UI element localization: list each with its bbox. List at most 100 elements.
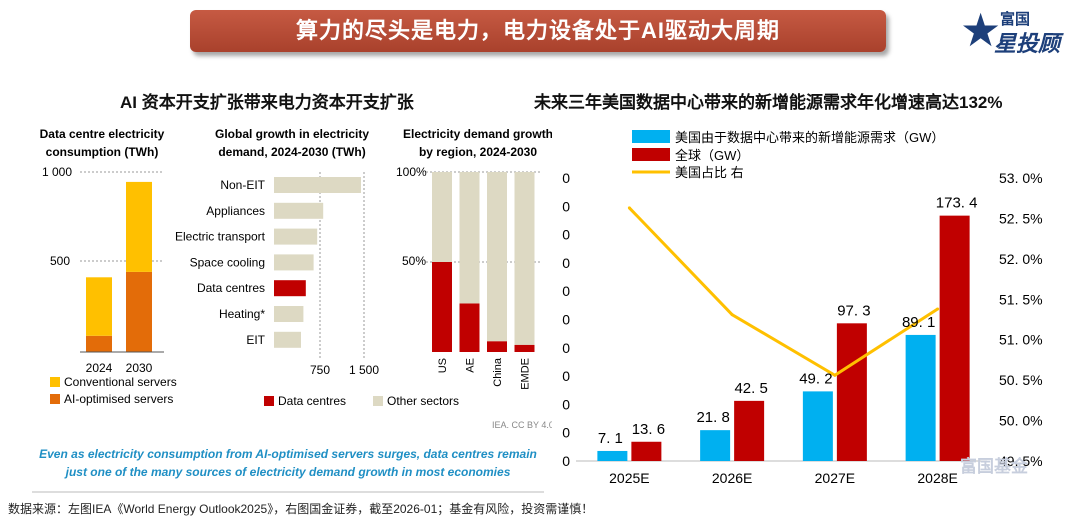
- y-axis-tick: 180: [562, 198, 570, 214]
- logo-line1: 富国: [1000, 11, 1031, 28]
- y2-axis-tick: 49. 5%: [999, 453, 1043, 469]
- c2-bar-non-eit: [274, 177, 361, 193]
- c1-ytick-mid: 500: [50, 254, 70, 268]
- c2-xtick-750: 750: [310, 363, 330, 377]
- bar-global-2026E: [734, 400, 765, 461]
- c1-bar-conventional-2030: [126, 181, 152, 272]
- c3-legend-other: Other sectors: [387, 394, 459, 408]
- c1-legend-swatch-ai: [50, 394, 60, 404]
- legend-share: 美国占比 右: [675, 165, 744, 180]
- us-datacenter-chart-svg: 美国由于数据中心带来的新增能源需求（GW） 全球（GW） 美国占比 右 0 20 4…: [547, 120, 1072, 493]
- y2-axis-tick: 51. 0%: [999, 332, 1043, 348]
- y-axis-tick: 120: [562, 283, 570, 299]
- c2-category-label: Non-EIT: [220, 178, 265, 192]
- bar-us-2026E: [700, 430, 731, 461]
- c1-title-line1: Data centre electricity: [40, 127, 165, 141]
- c1-xtick-2030: 2030: [126, 361, 153, 375]
- line-us-share-point-2025E: [627, 206, 631, 210]
- c1-bar-ai-2024: [86, 335, 112, 352]
- y-axis-tick: 80: [562, 340, 570, 356]
- c2-bar-space-cooling: [274, 254, 314, 271]
- iea-figure-svg: Data centre electricity consumption (TWh…: [32, 127, 556, 493]
- line-us-share-point-2026E: [730, 313, 734, 317]
- x-axis-tick: 2026E: [712, 470, 752, 486]
- source-footer: 数据来源：左图IEA《World Energy Outlook2025》，右图国…: [8, 502, 594, 516]
- line-us-share-point-2027E: [833, 373, 837, 377]
- c3-title-line2: by region, 2024-2030: [419, 145, 537, 159]
- c3-xtick-US: US: [437, 358, 449, 373]
- y-axis-tick: 40: [562, 396, 570, 412]
- c3-bar-other-EMDE: [514, 172, 535, 345]
- legend-us: 美国由于数据中心带来的新增能源需求（GW）: [675, 130, 944, 145]
- data-label-us-2026E: 21. 8: [696, 409, 729, 426]
- c1-title-line2: consumption (TWh): [46, 145, 159, 159]
- c3-bar-other-AE: [459, 172, 480, 304]
- c3-title-line1: Electricity demand growth: [403, 127, 552, 141]
- c2-bar-eit: [274, 331, 301, 348]
- left-subtitle: AI 资本开支扩张带来电力资本开支扩张: [120, 93, 414, 112]
- y-axis-tick: 20: [562, 425, 570, 441]
- c1-legend-conventional: Conventional servers: [64, 375, 177, 389]
- bar-us-2028E: [905, 334, 936, 461]
- star-icon: ★: [960, 3, 1002, 57]
- c3-bar-other-US: [432, 172, 452, 262]
- y2-axis-tick: 52. 0%: [999, 251, 1043, 267]
- x-axis-tick: 2028E: [917, 470, 957, 486]
- caption-box: [32, 438, 544, 490]
- y2-axis-tick: 50. 0%: [999, 413, 1043, 429]
- c2-bar-heating-: [274, 306, 304, 322]
- c2-category-label: Space cooling: [190, 255, 265, 269]
- c2-xtick-1500: 1 500: [349, 363, 379, 377]
- c3-bar-data-centres-EMDE: [514, 344, 535, 352]
- c3-bar-data-centres-US: [432, 262, 452, 352]
- x-axis-tick: 2025E: [609, 470, 649, 486]
- watermark: 富国基金: [960, 457, 1028, 476]
- y-axis-tick: 140: [562, 255, 570, 271]
- caption-line2: just one of the many sources of electric…: [64, 465, 511, 479]
- y-axis-tick: 200: [562, 170, 570, 186]
- legend-global: 全球（GW）: [675, 148, 749, 163]
- c3-ytick-100: 100%: [396, 165, 427, 179]
- c3-bar-other-China: [487, 172, 507, 342]
- y-axis-tick: 0: [562, 453, 570, 469]
- c1-legend-ai: AI-optimised servers: [64, 392, 173, 406]
- bar-us-2027E: [802, 391, 833, 461]
- c2-category-label: Electric transport: [175, 230, 266, 244]
- y-axis-tick: 100: [562, 312, 570, 328]
- legend-swatch-global: [632, 148, 670, 161]
- y-axis-tick: 60: [562, 368, 570, 384]
- c1-xtick-2024: 2024: [86, 361, 113, 375]
- data-label-us-2025E: 7. 1: [598, 430, 623, 447]
- c1-legend-swatch-conventional: [50, 377, 60, 387]
- c3-legend-swatch-data-centres: [264, 396, 274, 406]
- bar-global-2028E: [939, 215, 970, 461]
- c2-bar-data-centres: [274, 280, 306, 297]
- c1-ytick-top: 1 000: [42, 165, 72, 179]
- c3-ytick-50: 50%: [402, 254, 426, 268]
- c3-legend-swatch-other: [373, 396, 383, 406]
- right-subtitle: 未来三年美国数据中心带来的新增能源需求年化增速高达132%: [534, 93, 1003, 112]
- source-note: IEA. CC BY 4.0.: [492, 420, 552, 430]
- y2-axis-tick: 50. 5%: [999, 372, 1043, 388]
- page-title: 算力的尽头是电力，电力设备处于AI驱动大周期: [295, 18, 780, 43]
- x-axis-tick: 2027E: [815, 470, 855, 486]
- page-title-banner: 算力的尽头是电力，电力设备处于AI驱动大周期: [190, 10, 886, 52]
- legend-swatch-us: [632, 130, 670, 143]
- c3-bar-data-centres-China: [487, 341, 507, 352]
- y2-axis-tick: 53. 0%: [999, 170, 1043, 186]
- data-label-global-2028E: 173. 4: [936, 195, 978, 212]
- c3-bar-data-centres-AE: [459, 303, 480, 352]
- line-us-share: [628, 206, 939, 378]
- bar-us-2025E: [597, 450, 628, 461]
- c1-bar-conventional-2024: [86, 277, 112, 336]
- data-label-us-2027E: 49. 2: [799, 370, 832, 387]
- caption-line1: Even as electricity consumption from AI-…: [39, 447, 537, 461]
- c3-xtick-AE: AE: [465, 358, 477, 373]
- c2-bar-electric-transport: [274, 228, 318, 245]
- y2-axis-tick: 52. 5%: [999, 210, 1043, 226]
- iea-figure-panel: Data centre electricity consumption (TWh…: [24, 120, 556, 493]
- bar-global-2025E: [631, 441, 662, 461]
- data-label-global-2025E: 13. 6: [632, 421, 665, 438]
- c1-bar-ai-2030: [126, 271, 152, 352]
- c3-xtick-China: China: [492, 357, 504, 387]
